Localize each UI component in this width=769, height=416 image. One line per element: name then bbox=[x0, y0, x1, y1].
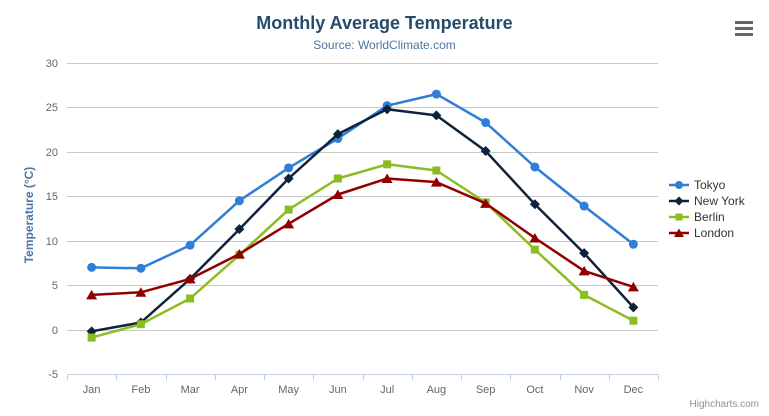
point-london-mar[interactable] bbox=[184, 273, 196, 284]
legend-label: Tokyo bbox=[694, 178, 726, 192]
point-london-jan[interactable] bbox=[86, 289, 98, 300]
x-axis-label: Dec bbox=[624, 384, 644, 396]
point-london-aug[interactable] bbox=[430, 177, 442, 187]
point-berlin-mar[interactable] bbox=[186, 294, 195, 303]
legend-symbol-marker bbox=[674, 228, 684, 237]
legend-circle-symbol bbox=[669, 181, 689, 189]
y-axis-label: 5 bbox=[52, 280, 58, 292]
point-london-dec[interactable] bbox=[627, 281, 639, 292]
point-berlin-may[interactable] bbox=[284, 205, 293, 214]
point-new-york-nov[interactable] bbox=[579, 248, 590, 259]
point-tokyo-may[interactable] bbox=[284, 163, 294, 173]
point-berlin-nov[interactable] bbox=[580, 290, 589, 299]
series-tokyo-line[interactable] bbox=[90, 92, 635, 270]
point-berlin-feb[interactable] bbox=[136, 320, 145, 329]
point-tokyo-dec[interactable] bbox=[628, 239, 638, 249]
x-axis-label: Aug bbox=[427, 384, 447, 396]
point-new-york-dec[interactable] bbox=[628, 302, 639, 313]
chart-title: Monthly Average Temperature bbox=[256, 13, 513, 33]
point-tokyo-mar[interactable] bbox=[185, 240, 195, 250]
point-tokyo-oct[interactable] bbox=[530, 162, 540, 172]
point-london-nov[interactable] bbox=[578, 265, 590, 276]
legend-symbol-marker bbox=[675, 181, 683, 189]
point-berlin-oct[interactable] bbox=[530, 245, 539, 254]
y-axis-label: 10 bbox=[46, 236, 58, 248]
y-axis-label: 0 bbox=[52, 325, 58, 337]
legend-label: London bbox=[694, 226, 735, 240]
point-london-sep[interactable] bbox=[480, 198, 492, 208]
x-axis-label: Jul bbox=[380, 384, 394, 396]
legend-triangle-symbol bbox=[669, 228, 689, 237]
point-new-york-jul[interactable] bbox=[382, 104, 393, 115]
point-new-york-sep[interactable] bbox=[480, 145, 491, 156]
legend-symbol-marker bbox=[675, 213, 683, 221]
y-axis-label: 20 bbox=[46, 147, 58, 159]
context-menu-button[interactable] bbox=[734, 20, 754, 37]
x-axis-label: Jan bbox=[83, 384, 101, 396]
series-berlin-line[interactable] bbox=[90, 163, 635, 339]
point-new-york-jun[interactable] bbox=[332, 129, 343, 140]
point-london-jul[interactable] bbox=[381, 173, 393, 184]
point-london-may[interactable] bbox=[283, 218, 295, 229]
legend-item-new-york[interactable]: New York bbox=[668, 193, 745, 209]
point-tokyo-apr[interactable] bbox=[234, 196, 244, 206]
point-new-york-may[interactable] bbox=[283, 173, 294, 184]
legend-square-symbol bbox=[669, 213, 689, 221]
x-axis-label: Apr bbox=[231, 384, 248, 396]
x-axis-label: Nov bbox=[574, 384, 594, 396]
legend-item-berlin[interactable]: Berlin bbox=[668, 209, 745, 225]
series-london-line[interactable] bbox=[90, 177, 635, 297]
point-berlin-jan[interactable] bbox=[87, 333, 96, 342]
legend-item-london[interactable]: London bbox=[668, 225, 745, 241]
x-axis-label: Feb bbox=[131, 384, 150, 396]
point-berlin-aug[interactable] bbox=[432, 166, 441, 175]
point-london-apr[interactable] bbox=[233, 249, 245, 259]
legend-label: Berlin bbox=[694, 210, 725, 224]
point-tokyo-nov[interactable] bbox=[579, 201, 589, 211]
point-new-york-oct[interactable] bbox=[529, 199, 540, 210]
y-axis-label: 15 bbox=[46, 191, 58, 203]
point-berlin-jun[interactable] bbox=[333, 174, 342, 183]
point-berlin-dec[interactable] bbox=[629, 316, 638, 325]
chart-subtitle: Source: WorldClimate.com bbox=[313, 38, 456, 52]
point-tokyo-feb[interactable] bbox=[136, 263, 146, 273]
x-axis-label: Sep bbox=[476, 384, 496, 396]
point-tokyo-jan[interactable] bbox=[87, 262, 97, 272]
hamburger-bar bbox=[735, 21, 753, 24]
x-axis-label: Mar bbox=[181, 384, 200, 396]
y-axis-label: 25 bbox=[46, 102, 58, 114]
hamburger-icon bbox=[735, 21, 753, 36]
x-axis-label: May bbox=[278, 384, 299, 396]
legend: Tokyo New York Berlin London bbox=[668, 177, 745, 241]
legend-label: New York bbox=[694, 194, 745, 208]
y-axis-label: -5 bbox=[48, 369, 58, 381]
series-new-york-line[interactable] bbox=[90, 107, 635, 333]
point-new-york-aug[interactable] bbox=[431, 110, 442, 121]
legend-item-tokyo[interactable]: Tokyo bbox=[668, 177, 745, 193]
hamburger-bar bbox=[735, 27, 753, 30]
point-tokyo-aug[interactable] bbox=[431, 89, 441, 99]
point-berlin-jul[interactable] bbox=[383, 160, 392, 169]
point-london-feb[interactable] bbox=[135, 287, 147, 297]
x-axis-label: Jun bbox=[329, 384, 347, 396]
point-new-york-apr[interactable] bbox=[234, 224, 245, 235]
credits-link[interactable]: Highcharts.com bbox=[689, 399, 759, 410]
legend-diamond-symbol bbox=[669, 196, 689, 206]
point-london-oct[interactable] bbox=[529, 233, 541, 243]
y-axis-label: 30 bbox=[46, 58, 58, 70]
legend-symbol-marker bbox=[674, 196, 684, 206]
x-axis-label: Oct bbox=[526, 384, 543, 396]
point-london-jun[interactable] bbox=[332, 189, 344, 200]
point-tokyo-sep[interactable] bbox=[481, 118, 491, 128]
hamburger-bar bbox=[735, 33, 753, 36]
